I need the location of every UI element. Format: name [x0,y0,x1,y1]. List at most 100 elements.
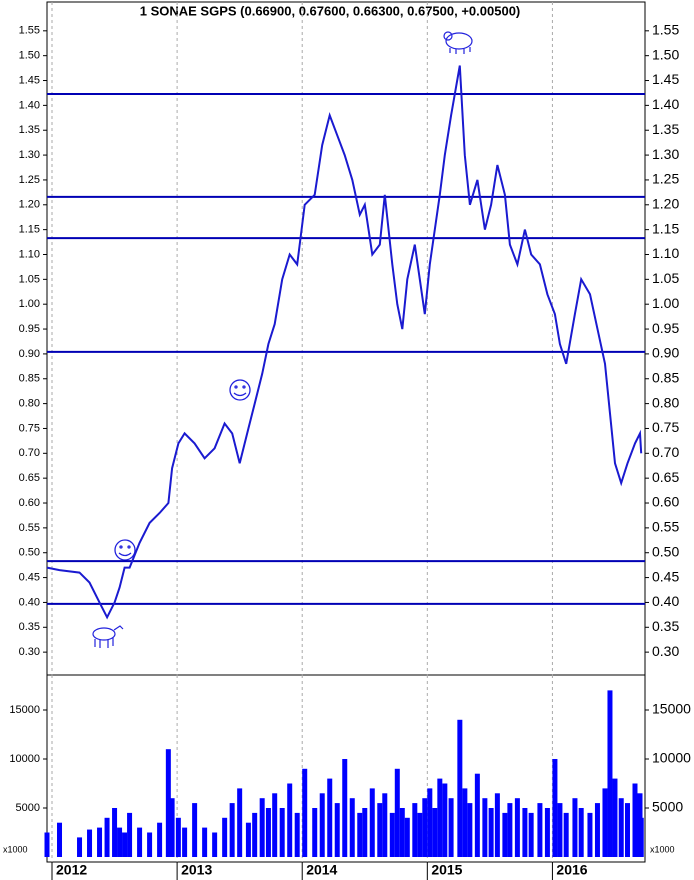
y-tick-label: 0.60 [19,497,40,509]
volume-bar [312,807,318,857]
y-tick-label: 0.95 [652,320,679,336]
y-tick-label: 1.10 [19,248,40,260]
volume-bar [334,803,340,857]
volume-bar [448,798,454,857]
volume-bar [272,793,278,857]
volume-bar [442,783,448,857]
volume-bar [259,798,265,857]
y-tick-label: 1.25 [652,171,679,187]
x-tick-label: 2014 [306,862,337,878]
plot-frame [46,1,646,863]
y-tick-label: 1.35 [652,121,679,137]
volume-bar [552,758,558,857]
y-tick-label: 0.95 [19,323,40,335]
y-tick-label: 5000 [16,802,40,814]
price-line [46,65,643,620]
volume-bar [202,827,208,857]
y-tick-label: 1.20 [19,199,40,211]
volume-bar [514,798,520,857]
y-tick-label: 0.75 [652,419,679,435]
y-tick-label: 0.65 [19,472,40,484]
y-tick-label: 1.50 [652,46,679,62]
volume-bar [563,812,569,857]
volume-bar [222,817,228,857]
volume-unit: x1000 [3,844,28,854]
volume-bar [422,798,428,857]
volume-bar [369,788,375,857]
y-tick-label: 1.45 [652,71,679,87]
volume-bar [362,807,368,857]
volume-bar [265,807,271,857]
volume-bar [157,822,163,857]
y-tick-label: 0.85 [652,369,679,385]
volume-bar [44,832,50,857]
y-tick-label: 0.90 [19,348,40,360]
x-tick-label: 2015 [431,862,462,878]
volume-bar [494,793,500,857]
y-tick-label: 1.45 [19,74,40,86]
y-tick-label: 1.50 [19,50,40,62]
y-tick-label: 0.80 [652,394,679,410]
y-tick-label: 1.35 [19,124,40,136]
volume-bar [612,778,618,857]
volume-bar [389,812,395,857]
y-tick-label: 0.55 [19,522,40,534]
volume-bar [488,807,494,857]
volume-bar [127,812,133,857]
volume-bar [57,822,63,857]
bear-icon [443,31,473,54]
volume-bar [357,812,363,857]
y-tick-label: 0.40 [19,596,40,608]
y-tick-label: 0.45 [652,568,679,584]
volume-bar [462,788,468,857]
smiley-icon [114,539,136,561]
volume-bar [252,812,258,857]
volume-bar [482,798,488,857]
y-tick-label: 0.90 [652,345,679,361]
y-tick-label: 1.30 [652,146,679,162]
volume-bar [342,758,348,857]
y-tick-label: 15000 [652,701,691,717]
volume-bar [245,822,251,857]
y-tick-label: 0.30 [19,646,40,658]
y-tick-label: 0.30 [652,643,679,659]
y-tick-label: 10000 [9,753,40,765]
volume-bar [638,817,644,857]
volume-bar [212,832,218,857]
volume-bar [474,773,480,857]
volume-bar [437,778,443,857]
volume-bar [602,788,608,857]
volume-bar [165,749,171,857]
volume-bar [578,807,584,857]
y-tick-label: 5000 [652,799,683,815]
volume-bar [97,827,103,857]
volume-bar [537,803,543,857]
volume-bar [147,832,153,857]
y-tick-label: 1.00 [652,295,679,311]
y-tick-label: 0.75 [19,422,40,434]
y-tick-label: 0.70 [19,447,40,459]
volume-bar [104,817,110,857]
smiley-icon [229,379,251,401]
volume-unit: x1000 [650,844,675,854]
y-tick-label: 0.50 [652,543,679,559]
y-tick-label: 0.60 [652,494,679,510]
y-tick-label: 1.15 [652,220,679,236]
volume-bar [432,807,438,857]
volume-bar [404,817,410,857]
volume-bar [327,778,333,857]
y-tick-label: 1.30 [19,149,40,161]
volume-bar [594,803,600,857]
volume-bar [192,803,198,857]
volume-bar [382,793,388,857]
y-tick-label: 0.35 [652,618,679,634]
x-tick-label: 2013 [181,862,212,878]
chart-title: 1 SONAE SGPS (0.66900, 0.67600, 0.66300,… [140,3,521,18]
volume-bar [557,803,563,857]
x-tick-label: 2012 [56,862,87,878]
volume-bar [507,803,513,857]
volume-bar [112,807,118,857]
volume-bar [399,807,405,857]
y-tick-label: 0.55 [652,519,679,535]
